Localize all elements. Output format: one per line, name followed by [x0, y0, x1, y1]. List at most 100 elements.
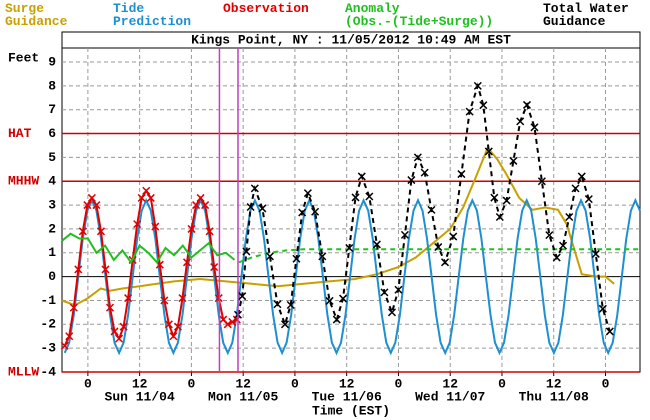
data-point — [495, 212, 504, 222]
y-tick-label: 6 — [48, 126, 56, 141]
day-label: Thu 11/08 — [519, 389, 589, 404]
x-tick-label: 12 — [132, 376, 148, 391]
data-point — [365, 192, 374, 201]
x-tick-label: 12 — [339, 376, 355, 391]
legend-entry: Tide Prediction — [113, 1, 192, 29]
data-point — [160, 296, 169, 305]
data-point — [332, 315, 341, 324]
y-axis-label: Feet — [8, 50, 39, 65]
data-point — [394, 285, 403, 294]
data-point — [119, 322, 128, 331]
data-point — [552, 253, 561, 262]
data-point — [577, 172, 586, 181]
data-point — [142, 186, 151, 195]
data-point — [151, 222, 160, 231]
day-label: Wed 11/07 — [415, 389, 485, 404]
data-point — [232, 315, 241, 324]
data-point — [605, 327, 614, 336]
data-point — [434, 243, 443, 252]
data-point — [479, 101, 488, 110]
datum-label: MLLW — [8, 364, 39, 379]
data-point — [196, 193, 205, 202]
x-tick-label: 0 — [187, 376, 195, 391]
x-axis-label: Time (EST) — [312, 403, 390, 418]
series-line — [61, 145, 615, 307]
data-point — [502, 196, 511, 205]
x-tick-label: 0 — [84, 376, 92, 391]
data-point — [449, 232, 458, 241]
data-point — [238, 292, 247, 301]
data-point — [584, 195, 593, 204]
data-point — [169, 332, 178, 341]
chart-title: Kings Point, NY : 11/05/2012 10:49 AM ES… — [191, 32, 511, 47]
data-point — [303, 189, 312, 198]
data-point — [258, 204, 267, 213]
x-tick-label: 12 — [235, 376, 251, 391]
y-tick-label: -2 — [40, 317, 56, 332]
series-line — [61, 232, 236, 265]
y-tick-label: 0 — [48, 269, 56, 284]
data-point — [387, 308, 397, 317]
y-tick-label: 8 — [48, 78, 56, 93]
data-point — [133, 220, 142, 229]
legend-entry: Total Water Guidance — [543, 1, 629, 29]
data-point — [178, 294, 187, 303]
x-tick-label: 0 — [498, 376, 506, 391]
data-point — [516, 117, 525, 126]
data-point — [413, 153, 422, 162]
data-point — [457, 170, 466, 179]
data-point — [201, 201, 210, 210]
data-point — [164, 320, 173, 329]
data-point — [105, 303, 115, 312]
x-tick-label: 0 — [602, 376, 610, 391]
y-tick-label: 4 — [48, 174, 56, 189]
data-point — [137, 193, 146, 202]
y-tick-label: -3 — [40, 341, 56, 356]
data-point — [598, 304, 607, 313]
data-point — [187, 224, 196, 233]
data-point — [420, 168, 429, 177]
data-point — [223, 320, 232, 329]
legend-entry: Surge Guidance — [5, 1, 68, 29]
y-tick-label: 9 — [48, 54, 56, 69]
data-point — [357, 172, 366, 181]
data-point — [69, 303, 78, 312]
data-point — [205, 227, 214, 236]
data-point — [92, 201, 101, 210]
data-point — [490, 193, 499, 202]
data-point — [400, 230, 409, 239]
y-tick-label: 5 — [48, 150, 56, 165]
legend-entry: Anomaly (Obs.-(Tide+Surge)) — [345, 1, 494, 29]
series-line — [63, 197, 641, 356]
data-point — [465, 107, 474, 116]
day-label: Mon 11/05 — [208, 389, 278, 404]
y-tick-label: 2 — [48, 221, 56, 236]
x-tick-label: 12 — [442, 376, 458, 391]
data-point — [591, 249, 600, 258]
data-point — [124, 294, 133, 303]
y-tick-label: -1 — [40, 293, 56, 308]
data-point — [110, 327, 119, 336]
day-label: Sun 11/04 — [105, 389, 175, 404]
data-point — [210, 263, 219, 272]
data-point — [173, 322, 182, 331]
data-point — [427, 205, 436, 214]
data-point — [228, 317, 237, 326]
data-point — [325, 296, 334, 305]
data-point — [565, 212, 574, 222]
data-point — [441, 258, 450, 267]
data-point — [242, 247, 251, 256]
data-point — [571, 184, 580, 193]
data-point — [545, 231, 554, 240]
data-point — [246, 202, 255, 212]
x-tick-label: 0 — [395, 376, 403, 391]
y-tick-label: 3 — [48, 198, 56, 213]
data-point — [250, 184, 259, 193]
data-point — [60, 341, 69, 350]
day-label: Tue 11/06 — [312, 389, 382, 404]
y-tick-label: 1 — [48, 245, 56, 260]
data-point — [87, 193, 96, 202]
data-point — [530, 123, 539, 132]
